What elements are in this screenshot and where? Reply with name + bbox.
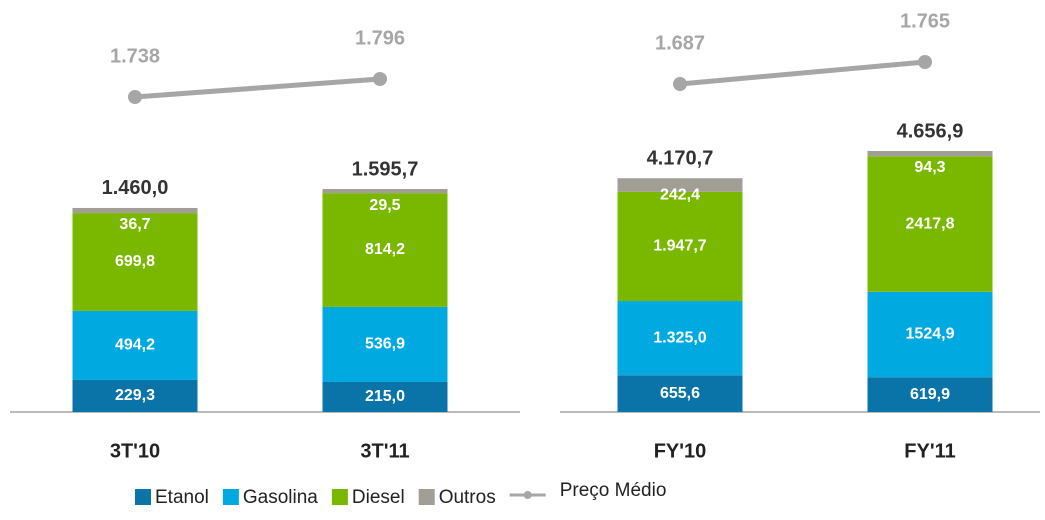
bar-segment: [322, 381, 448, 412]
bar-segment: [617, 191, 743, 301]
value-label: 1.325,0: [653, 329, 706, 346]
value-label: 1.947,7: [653, 238, 706, 255]
total-label: 4.656,9: [897, 120, 964, 142]
value-label: 29,5: [369, 197, 400, 214]
value-label: 1524,9: [906, 326, 955, 343]
value-label: 655,6: [660, 385, 700, 402]
bar-segment: [72, 207, 198, 214]
line-point: [128, 90, 142, 104]
line: [134, 76, 381, 100]
line-point: [673, 77, 687, 91]
bar-segment: [617, 178, 743, 192]
value-label: 619,9: [910, 386, 950, 403]
legend-swatch: [135, 489, 151, 505]
bar-segment: [617, 375, 743, 412]
legend-marker: [523, 491, 532, 499]
total-label: 1.460,0: [102, 177, 169, 199]
value-label: 94,3: [914, 159, 945, 176]
bar-segment: [867, 291, 993, 378]
value-label: 36,7: [119, 216, 150, 233]
line: [679, 59, 926, 87]
legend-swatch: [331, 489, 348, 505]
line-label: 1.738: [110, 45, 160, 67]
x-tick-label: 3T'11: [360, 440, 409, 462]
value-label: 215,0: [365, 388, 405, 405]
bar-segment: [867, 151, 993, 157]
total-label: 1.595,7: [352, 158, 419, 180]
legend-label: Etanol: [155, 487, 209, 508]
legend-label: Gasolina: [243, 487, 318, 508]
value-label: 494,2: [115, 337, 155, 354]
x-tick-label: 3T'10: [110, 440, 160, 462]
bar-segment: [867, 156, 993, 292]
legend-label: Preço Médio: [560, 480, 667, 501]
bar-segment: [72, 379, 198, 412]
bar-segment: [72, 310, 198, 380]
bar-segment: [867, 377, 993, 412]
bar-segment: [322, 306, 448, 382]
value-label: 242,4: [660, 186, 700, 203]
line-label: 1.796: [355, 27, 405, 49]
legend-swatch: [418, 489, 435, 505]
legend-label: Diesel: [352, 487, 405, 508]
value-label: 699,8: [115, 253, 155, 270]
legend-swatch: [222, 489, 239, 505]
value-label: 814,2: [365, 241, 405, 258]
bar-segment: [322, 193, 448, 307]
line-label: 1.687: [655, 32, 705, 54]
line-label: 1.765: [900, 10, 950, 32]
x-tick-label: FY'11: [904, 440, 955, 462]
line-point: [373, 72, 387, 86]
bar-segment: [617, 300, 743, 376]
bar-segment: [72, 213, 198, 311]
bar-segment: [322, 189, 448, 194]
line-point: [918, 55, 932, 69]
total-label: 4.170,7: [647, 148, 714, 170]
value-label: 2417,8: [906, 215, 955, 232]
x-tick-label: FY'10: [654, 440, 707, 462]
value-label: 536,9: [365, 336, 405, 353]
legend-label: Outros: [439, 487, 496, 508]
value-label: 229,3: [115, 387, 155, 404]
